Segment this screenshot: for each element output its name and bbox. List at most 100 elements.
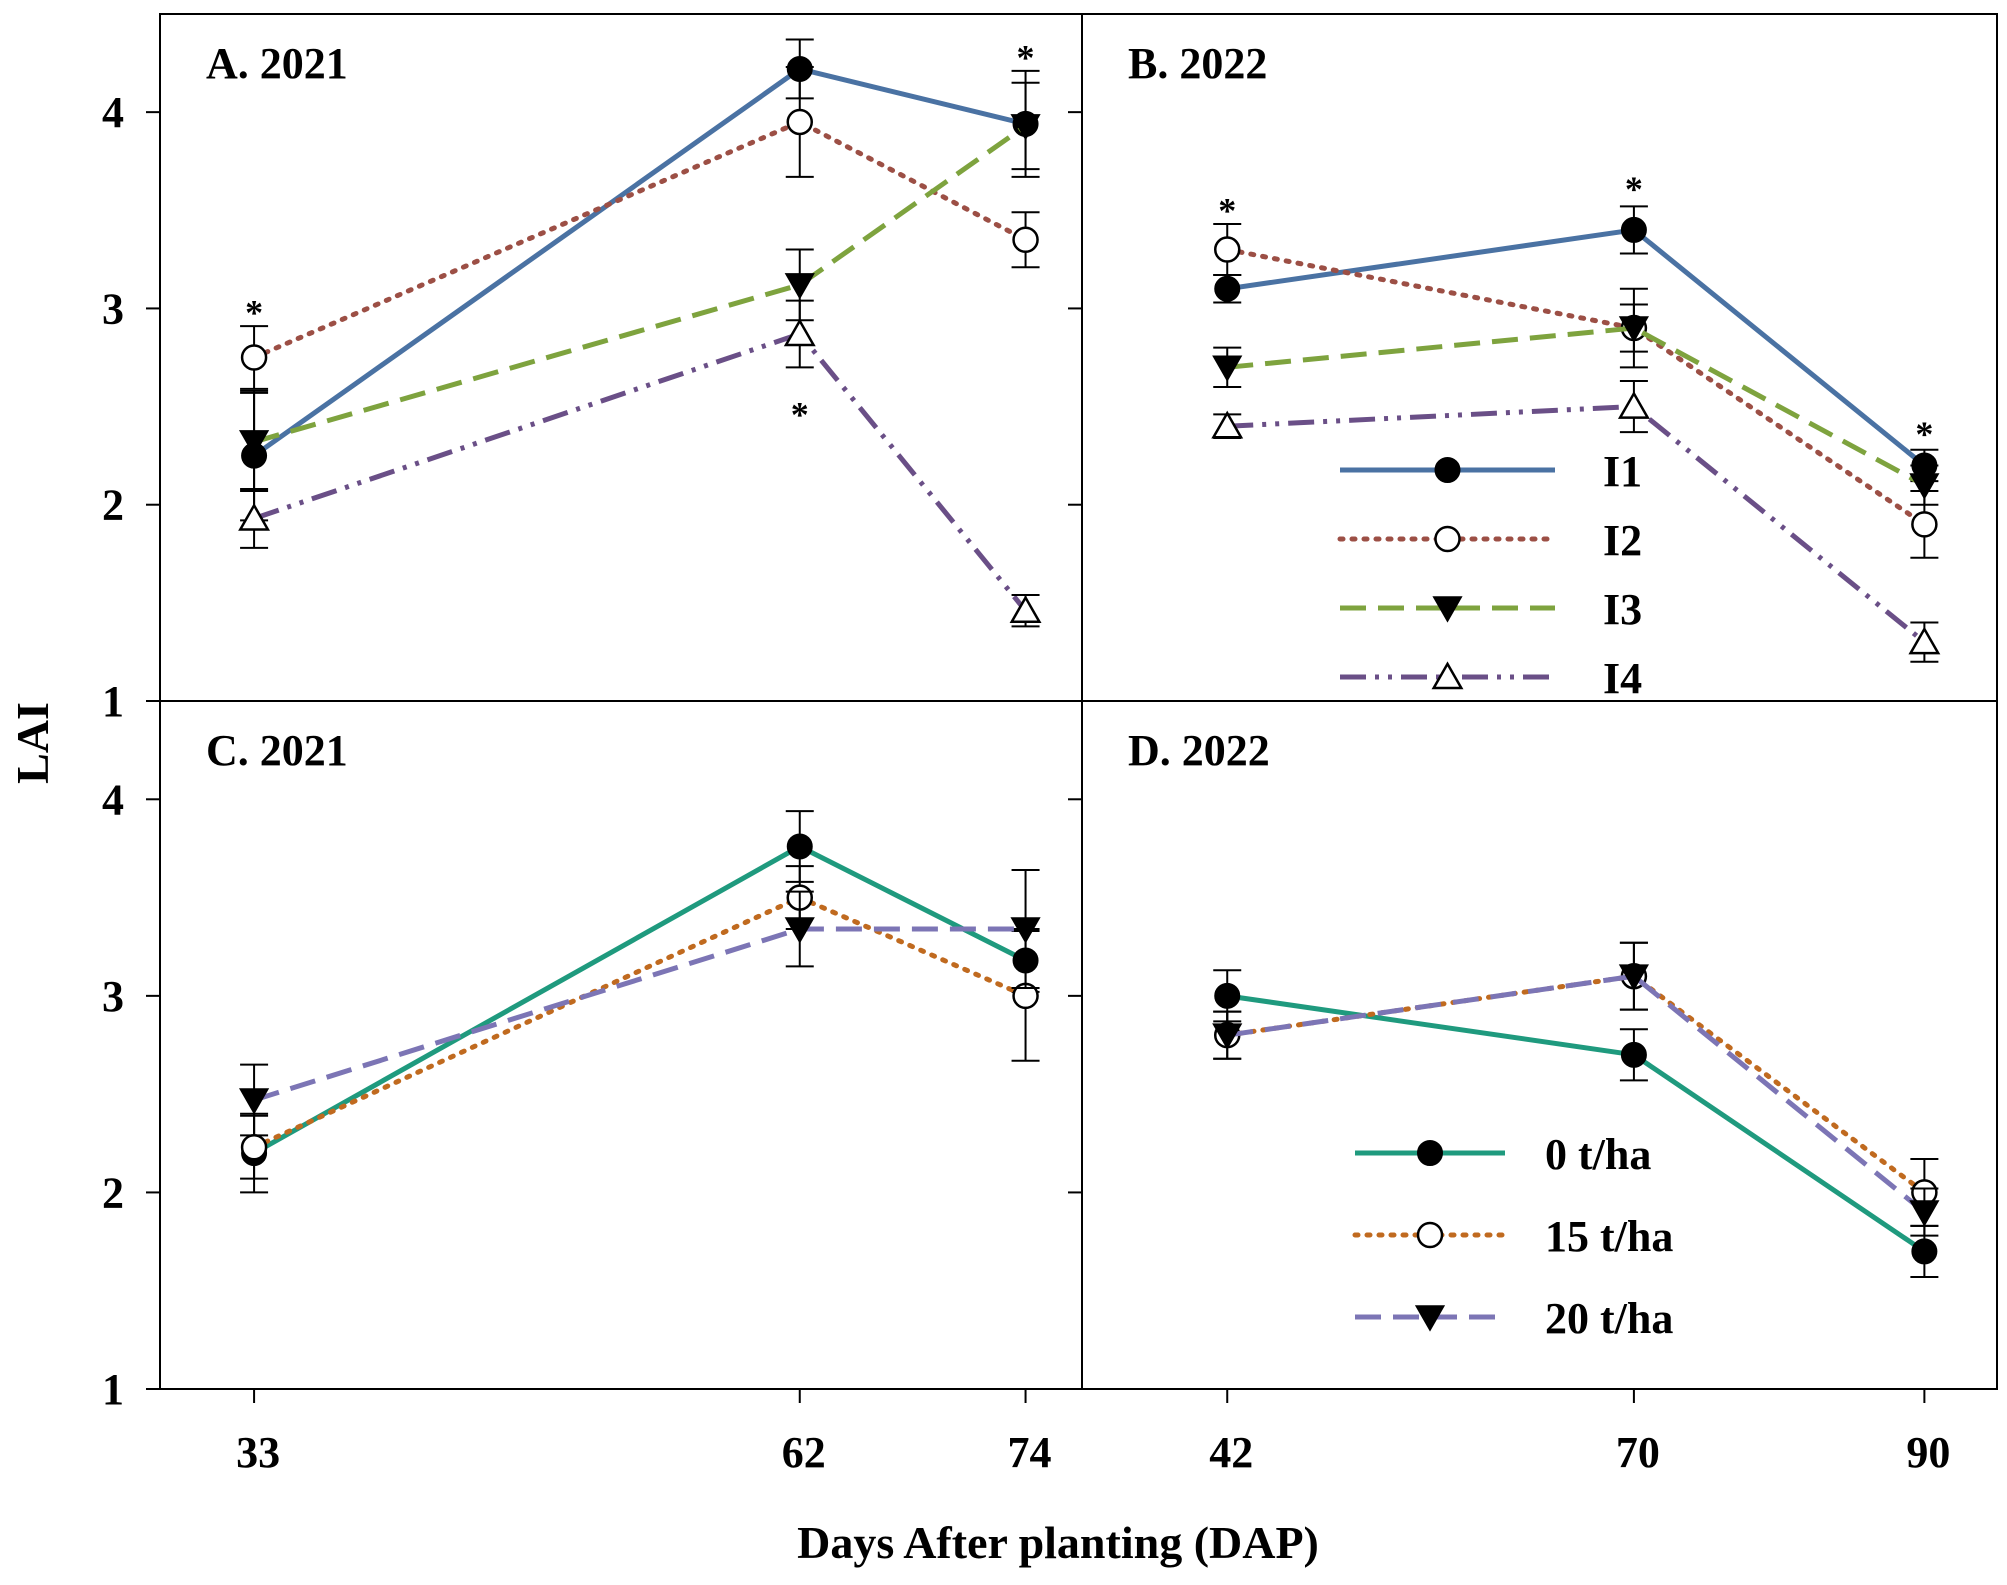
series-i1: [1213, 205, 1939, 483]
series-line: [1226, 973, 1926, 1215]
legend-entry-i4: I4: [1340, 654, 1642, 703]
legend-label: I3: [1603, 585, 1642, 634]
series-20-t-ha: [238, 869, 1041, 1137]
data-point: [784, 917, 815, 944]
series-line: [251, 119, 1029, 360]
y-tick-label: 3: [102, 972, 124, 1021]
data-point: [1618, 964, 1649, 991]
y-tick-label: 2: [102, 481, 124, 530]
data-point: [1911, 1238, 1938, 1265]
data-point: [1620, 1041, 1647, 1068]
legend-entry-0-t-ha: 0 t/ha: [1355, 1130, 1651, 1179]
data-point: [1620, 216, 1647, 243]
legend-label: I1: [1603, 447, 1642, 496]
legend-entry-20-t-ha: 20 t/ha: [1355, 1294, 1673, 1343]
data-point: [1911, 511, 1938, 538]
data-point: [1010, 917, 1041, 944]
series-line: [252, 66, 1027, 458]
series-15-t-ha: [240, 865, 1040, 1180]
legend-label: I4: [1603, 654, 1642, 703]
data-point: [238, 430, 270, 457]
data-point: [786, 833, 813, 860]
legend-label: 15 t/ha: [1545, 1212, 1673, 1261]
data-point: [238, 1088, 270, 1115]
data-point: [1909, 1200, 1940, 1227]
data-point: [1618, 316, 1649, 343]
data-point: [1908, 626, 1941, 655]
legend: 0 t/ha 15 t/ha 20 t/ha: [1352, 1130, 1673, 1343]
data-point: [238, 502, 271, 531]
y-tick-label: 1: [102, 1365, 124, 1414]
panel-frame: [159, 700, 1083, 1390]
data-point: [240, 344, 268, 371]
x-tick-label: 90: [1906, 1428, 1950, 1477]
legend-marker: [1434, 525, 1461, 553]
panels: 1 2 3 4 A. 2021 * * * B. 2022 * * * I1 I2 I3 I4 1 2 3 4 33 62…: [102, 13, 1998, 1477]
data-point: [786, 108, 814, 136]
series-line: [252, 843, 1027, 1156]
panel-title: C. 2021: [206, 726, 348, 775]
x-tick-label: 70: [1616, 1428, 1660, 1477]
panel-b: B. 2022 * * * I1 I2 I3 I4: [1068, 13, 1998, 703]
data-point: [1214, 275, 1241, 302]
data-point: [1213, 236, 1241, 263]
series-i2: [240, 65, 1040, 390]
data-point: [1010, 114, 1041, 141]
legend-entry-i2: I2: [1337, 516, 1642, 565]
significance-marker: *: [1625, 169, 1643, 209]
panel-title: A. 2021: [206, 39, 348, 88]
panel-d: 42 70 90 D. 2022 0 t/ha 15 t/ha 20 t/ha: [1068, 700, 1998, 1477]
data-point: [1214, 982, 1241, 1009]
panel-c: 1 2 3 4 33 62 74 C. 2021: [102, 700, 1083, 1477]
series-0-t-ha: [240, 810, 1040, 1194]
y-tick-label: 1: [102, 677, 124, 726]
y-axis-title: LAI: [7, 702, 58, 784]
legend-label: 0 t/ha: [1545, 1130, 1651, 1179]
legend-marker: [1434, 457, 1461, 483]
data-point: [1617, 390, 1650, 419]
series-line: [253, 331, 1028, 613]
data-point: [1909, 473, 1940, 500]
series-i4: [1211, 380, 1941, 663]
legend-label: 20 t/ha: [1545, 1294, 1673, 1343]
series-line: [1227, 404, 1926, 645]
y-tick-label: 4: [102, 88, 124, 137]
series-i3: [1212, 303, 1940, 506]
y-tick-label: 2: [102, 1168, 124, 1217]
x-tick-label: 62: [782, 1428, 826, 1477]
significance-marker: *: [245, 292, 263, 332]
legend-marker: [1416, 1221, 1444, 1249]
data-point: [783, 318, 816, 347]
data-point: [1012, 226, 1039, 253]
data-point: [1212, 1023, 1243, 1050]
data-point: [240, 1133, 268, 1161]
series-i3: [238, 81, 1041, 492]
series-i4: [238, 299, 1042, 628]
panel-title: B. 2022: [1128, 39, 1267, 88]
significance-marker: *: [1017, 37, 1035, 77]
significance-marker: *: [791, 394, 809, 434]
legend-entry-i1: I1: [1340, 447, 1642, 496]
legend-entry-i3: I3: [1340, 585, 1642, 634]
significance-marker: *: [1915, 414, 1933, 454]
panel-frame: [1081, 700, 1998, 1390]
legend-marker: [1417, 1140, 1443, 1166]
y-tick-label: 3: [102, 284, 124, 333]
series-line: [253, 123, 1027, 445]
data-point: [1211, 410, 1244, 439]
legend-marker: [1414, 1305, 1446, 1332]
legend-entry-15-t-ha: 15 t/ha: [1352, 1212, 1673, 1261]
legend-marker: [1432, 596, 1463, 623]
legend-marker: [1431, 661, 1464, 690]
series-i1: [240, 38, 1040, 522]
significance-marker: *: [1218, 190, 1236, 230]
series-20-t-ha: [1212, 941, 1940, 1237]
y-tick-label: 4: [102, 775, 124, 824]
x-tick-label: 33: [236, 1428, 280, 1477]
panel-a: 1 2 3 4 A. 2021 * * *: [102, 13, 1083, 726]
data-point: [1009, 595, 1042, 623]
x-tick-label: 74: [1008, 1428, 1052, 1477]
panel-frame: [159, 13, 1083, 702]
x-tick-label: 42: [1209, 1428, 1253, 1477]
